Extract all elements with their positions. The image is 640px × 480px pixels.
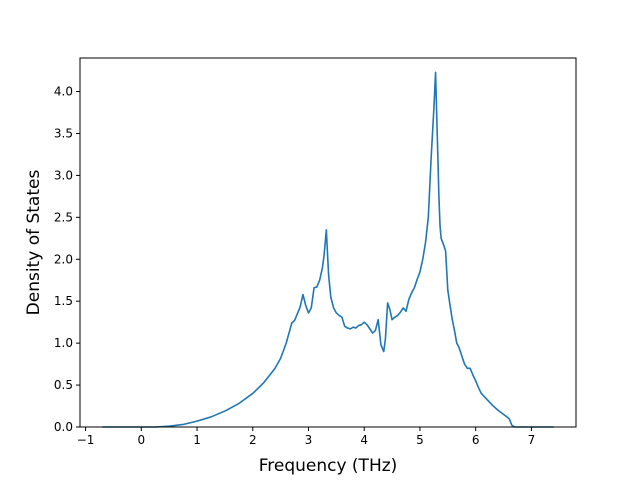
dos-series-line [102, 71, 554, 428]
y-axis-label: Density of States [24, 170, 44, 316]
y-tick-label: 1.5 [54, 294, 73, 308]
y-axis: 0.0 0.5 1.0 1.5 2.0 2.5 3.0 3.5 4.0 [54, 85, 80, 434]
y-tick-label: 0.5 [54, 378, 73, 392]
plot-area [102, 71, 554, 428]
y-tick-label: 2.0 [54, 252, 73, 266]
x-tick-label: 0 [137, 433, 145, 447]
x-tick-label: 7 [528, 433, 536, 447]
y-tick-label: 4.0 [54, 85, 73, 99]
x-tick-label: −1 [77, 433, 95, 447]
x-axis: −1 0 1 2 3 4 5 6 7 [77, 427, 536, 447]
axes-frame [79, 57, 577, 428]
y-tick-label: 3.0 [54, 168, 73, 182]
y-tick-label: 2.5 [54, 210, 73, 224]
x-tick-label: 5 [416, 433, 424, 447]
x-tick-label: 1 [193, 433, 201, 447]
x-axis-label: Frequency (THz) [259, 456, 398, 476]
y-tick-label: 3.5 [54, 126, 73, 140]
y-tick-label: 1.0 [54, 336, 73, 350]
x-tick-label: 3 [305, 433, 313, 447]
x-tick-label: 2 [249, 433, 257, 447]
y-tick-label: 0.0 [54, 420, 73, 434]
x-tick-label: 6 [472, 433, 480, 447]
x-tick-label: 4 [360, 433, 368, 447]
